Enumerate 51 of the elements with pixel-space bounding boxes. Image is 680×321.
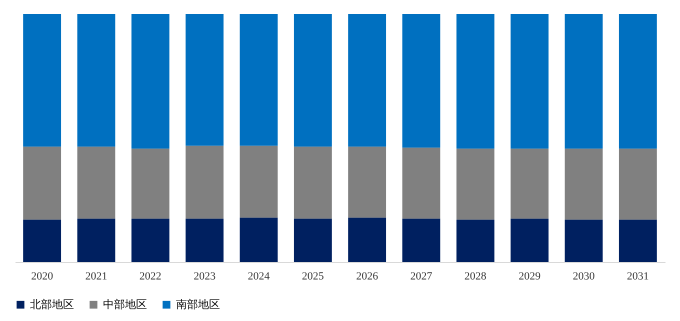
bar: [23, 220, 62, 262]
x-tick-label: 2023: [194, 270, 216, 282]
x-tick-label: 2026: [356, 270, 379, 282]
bar: [131, 14, 170, 149]
x-tick-label: 2031: [626, 270, 649, 282]
bar: [23, 146, 62, 220]
bar: [564, 14, 603, 149]
x-tick-label: 2029: [518, 270, 542, 282]
bar: [348, 218, 386, 262]
x-tick-label: 2020: [31, 270, 54, 282]
bar: [294, 14, 332, 147]
bar: [618, 14, 657, 149]
bar: [77, 14, 116, 147]
x-tick-label: 2027: [410, 270, 433, 282]
x-tick-label: 2025: [302, 270, 324, 282]
bar: [456, 220, 494, 262]
legend-label: 中部地区: [103, 298, 147, 311]
bar: [294, 146, 332, 219]
bar: [77, 218, 116, 262]
x-tick-label: 2022: [139, 270, 162, 282]
bar: [456, 14, 494, 149]
x-tick-label: 2021: [85, 270, 108, 282]
bar: [131, 218, 170, 262]
bar: [564, 148, 603, 220]
bar: [402, 218, 440, 262]
bar: [348, 14, 386, 147]
bar: [77, 146, 116, 219]
x-tick-label: 2028: [464, 270, 487, 282]
bar: [402, 14, 440, 148]
bar: [510, 14, 549, 149]
x-tick-label: 2024: [248, 270, 270, 282]
bar: [240, 146, 278, 218]
bar: [402, 148, 440, 219]
legend-label: 北部地区: [30, 298, 74, 311]
x-tick-label: 2030: [572, 270, 596, 282]
bar: [456, 148, 494, 220]
bar: [186, 218, 224, 262]
bar: [131, 148, 170, 219]
bar: [186, 146, 224, 219]
bar: [240, 218, 278, 262]
bar: [294, 218, 332, 262]
bar: [564, 220, 603, 262]
bar: [240, 14, 278, 146]
legend-label: 南部地区: [176, 298, 220, 311]
bar: [618, 220, 657, 262]
bar: [510, 148, 549, 219]
bar: [510, 218, 549, 262]
bar: [348, 146, 386, 218]
bar: [23, 14, 62, 147]
bar: [186, 14, 224, 146]
bar: [618, 148, 657, 220]
